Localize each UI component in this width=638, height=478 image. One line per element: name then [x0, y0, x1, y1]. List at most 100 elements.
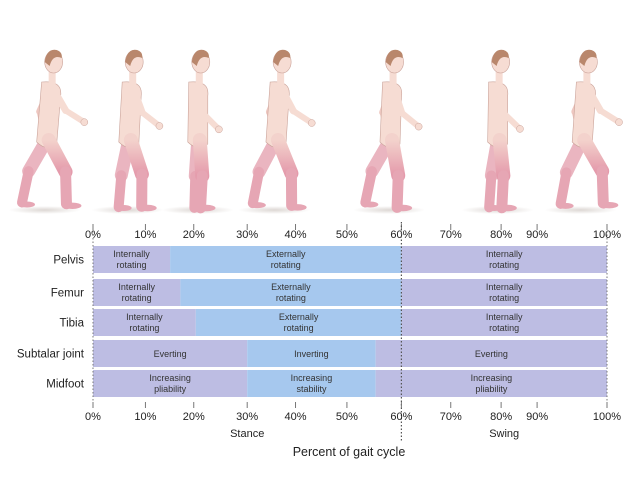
limb [41, 133, 73, 179]
segment-text: rotating [489, 260, 519, 270]
row-segment [401, 246, 607, 273]
ground-shadow [8, 206, 81, 214]
tick-label-top: 60% [390, 229, 412, 241]
hair [191, 49, 209, 66]
top-tick-labels: 0% 10% 20% 30% 40% 50% 60% 70% 80% 90% 100% [85, 224, 621, 241]
tick-label-bottom: 40% [285, 411, 307, 423]
limb [123, 133, 149, 182]
tick-label-top: 30% [236, 229, 258, 241]
segment-text: Increasing [149, 373, 191, 383]
segment-text: Externally [266, 249, 306, 259]
limb [192, 133, 210, 183]
gait-row: MidfootIncreasingpliabilityIncreasingsta… [46, 370, 607, 397]
segment-text: Internally [486, 282, 523, 292]
limb [391, 169, 404, 213]
row-segment [401, 279, 607, 306]
row-segment [93, 370, 248, 397]
tick-label-top: 50% [336, 229, 358, 241]
segment-text: Increasing [291, 373, 333, 383]
foot [19, 201, 36, 208]
row-label: Subtalar joint [17, 349, 85, 361]
foot [557, 202, 574, 209]
limb [384, 133, 406, 183]
row-label: Femur [51, 288, 84, 300]
row-segment [375, 370, 607, 397]
segment-text: rotating [122, 293, 152, 303]
limb [270, 133, 299, 181]
tick-label-bottom: 70% [440, 411, 462, 423]
neck [389, 72, 397, 84]
limb [555, 167, 572, 209]
segment-text: Externally [271, 282, 311, 292]
phase-label: Swing [489, 428, 519, 440]
hand [414, 122, 423, 131]
hair [579, 49, 597, 66]
gait-row: TibiaInternallyrotatingExternallyrotatin… [60, 309, 607, 336]
foot [63, 202, 82, 209]
segment-text: pliability [154, 384, 187, 394]
segment-text: Internally [126, 312, 163, 322]
hand [215, 125, 223, 134]
limb [195, 170, 208, 214]
row-segment [195, 309, 402, 336]
row-label: Tibia [60, 318, 85, 330]
segment-text: stability [296, 384, 327, 394]
foot [249, 202, 266, 209]
walking-figure [544, 49, 623, 214]
tick-label-bottom: 0% [85, 411, 101, 423]
segment-text: rotating [129, 323, 159, 333]
foot [362, 201, 379, 208]
axis-title: Percent of gait cycle [293, 445, 406, 459]
segment-text: rotating [276, 293, 306, 303]
row-segment [93, 246, 171, 273]
walking-figures [8, 49, 623, 214]
walking-figure [461, 49, 534, 214]
limb [113, 170, 127, 213]
row-segment [375, 340, 607, 367]
tick-label-top: 40% [285, 229, 307, 241]
gait-row: PelvisInternallyrotatingExternallyrotati… [53, 246, 607, 273]
neck [583, 72, 591, 84]
row-segment [247, 370, 376, 397]
bottom-tick-labels: 0% 10% 20% 30% 40% 50% 60% 70% 80% 90% 100% [85, 402, 621, 423]
segment-text: Inverting [294, 349, 329, 359]
limb [189, 170, 201, 213]
hand [516, 125, 524, 133]
neck [277, 72, 285, 84]
limb [196, 84, 207, 118]
tick-label-bottom: 20% [183, 411, 205, 423]
segment-text: Internally [118, 282, 155, 292]
segment-text: rotating [117, 260, 147, 270]
tick-label-bottom: 80% [490, 411, 512, 423]
segment-text: rotating [284, 323, 314, 333]
walking-figure [161, 49, 234, 214]
gait-row: FemurInternallyrotatingExternallyrotatin… [51, 279, 607, 306]
limb [496, 84, 508, 118]
row-label: Midfoot [46, 379, 85, 391]
hair [385, 49, 403, 66]
tick-label-top: 10% [134, 229, 156, 241]
segment-text: Everting [154, 349, 187, 359]
limb [60, 166, 72, 210]
hair [491, 49, 509, 66]
segment-text: rotating [489, 323, 519, 333]
tick-label-bottom: 100% [593, 411, 621, 423]
hand [80, 118, 89, 126]
segment-text: Internally [486, 249, 523, 259]
row-segment [93, 340, 248, 367]
segment-text: Externally [279, 312, 319, 322]
limb [390, 84, 406, 117]
segment-text: Internally [486, 312, 523, 322]
foot [394, 204, 413, 212]
limb [129, 84, 146, 116]
row-label: Pelvis [53, 255, 84, 267]
limb [360, 166, 377, 208]
limb [277, 84, 297, 115]
segment-text: pliability [475, 384, 508, 394]
segment-text: Increasing [471, 373, 513, 383]
row-segment [170, 246, 402, 273]
row-segment [247, 340, 376, 367]
tick-label-bottom: 50% [336, 411, 358, 423]
neck [195, 72, 203, 84]
row-segment [401, 309, 607, 336]
